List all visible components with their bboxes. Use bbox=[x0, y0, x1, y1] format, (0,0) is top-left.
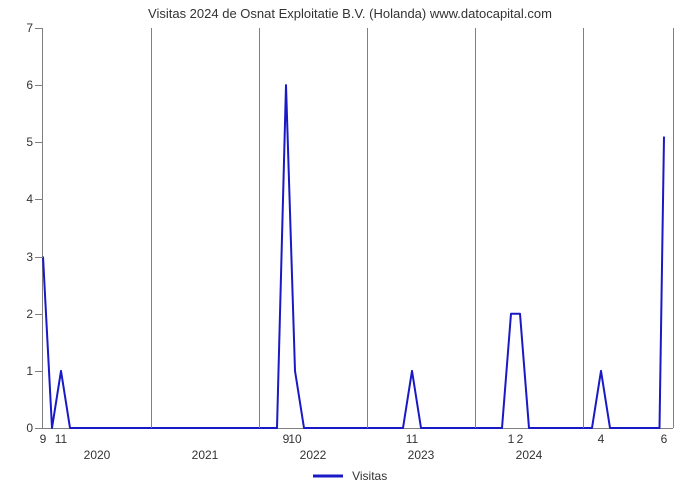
y-tick-label: 5 bbox=[26, 135, 33, 149]
y-tick-label: 7 bbox=[26, 21, 33, 35]
x-tick-label: 6 bbox=[661, 432, 668, 446]
y-tick-label: 6 bbox=[26, 78, 33, 92]
x-year-label: 2024 bbox=[516, 448, 543, 462]
chart-title: Visitas 2024 de Osnat Exploitatie B.V. (… bbox=[0, 6, 700, 21]
y-tick bbox=[35, 257, 43, 258]
x-year-label: 2023 bbox=[408, 448, 435, 462]
x-gridline bbox=[259, 28, 260, 428]
y-tick bbox=[35, 428, 43, 429]
y-tick bbox=[35, 28, 43, 29]
y-tick bbox=[35, 85, 43, 86]
legend-swatch bbox=[313, 471, 343, 481]
x-year-label: 2022 bbox=[300, 448, 327, 462]
y-tick-label: 4 bbox=[26, 192, 33, 206]
x-year-label: 2021 bbox=[192, 448, 219, 462]
y-tick-label: 1 bbox=[26, 364, 33, 378]
x-tick-label: 2 bbox=[517, 432, 524, 446]
y-tick-label: 2 bbox=[26, 307, 33, 321]
x-tick-label: 1 bbox=[508, 432, 515, 446]
y-tick bbox=[35, 142, 43, 143]
y-tick bbox=[35, 314, 43, 315]
x-gridline bbox=[367, 28, 368, 428]
legend-label: Visitas bbox=[352, 469, 387, 483]
x-tick-label: 4 bbox=[598, 432, 605, 446]
x-year-label: 2020 bbox=[84, 448, 111, 462]
series-line bbox=[43, 85, 664, 428]
chart-container: Visitas 2024 de Osnat Exploitatie B.V. (… bbox=[0, 0, 700, 500]
x-gridline bbox=[583, 28, 584, 428]
x-tick-label: 9 bbox=[40, 432, 47, 446]
y-tick-label: 3 bbox=[26, 250, 33, 264]
x-tick-label: 11 bbox=[406, 432, 418, 446]
x-tick-label: 11 bbox=[55, 432, 67, 446]
x-tick-label: 10 bbox=[288, 432, 301, 446]
x-gridline bbox=[475, 28, 476, 428]
x-gridline bbox=[673, 28, 674, 428]
x-gridline bbox=[151, 28, 152, 428]
line-series bbox=[43, 28, 673, 428]
legend: Visitas bbox=[0, 468, 700, 483]
y-tick bbox=[35, 199, 43, 200]
y-tick-label: 0 bbox=[26, 421, 33, 435]
y-tick bbox=[35, 371, 43, 372]
plot-area: 0123456791191011124620202021202220232024 bbox=[42, 28, 673, 429]
